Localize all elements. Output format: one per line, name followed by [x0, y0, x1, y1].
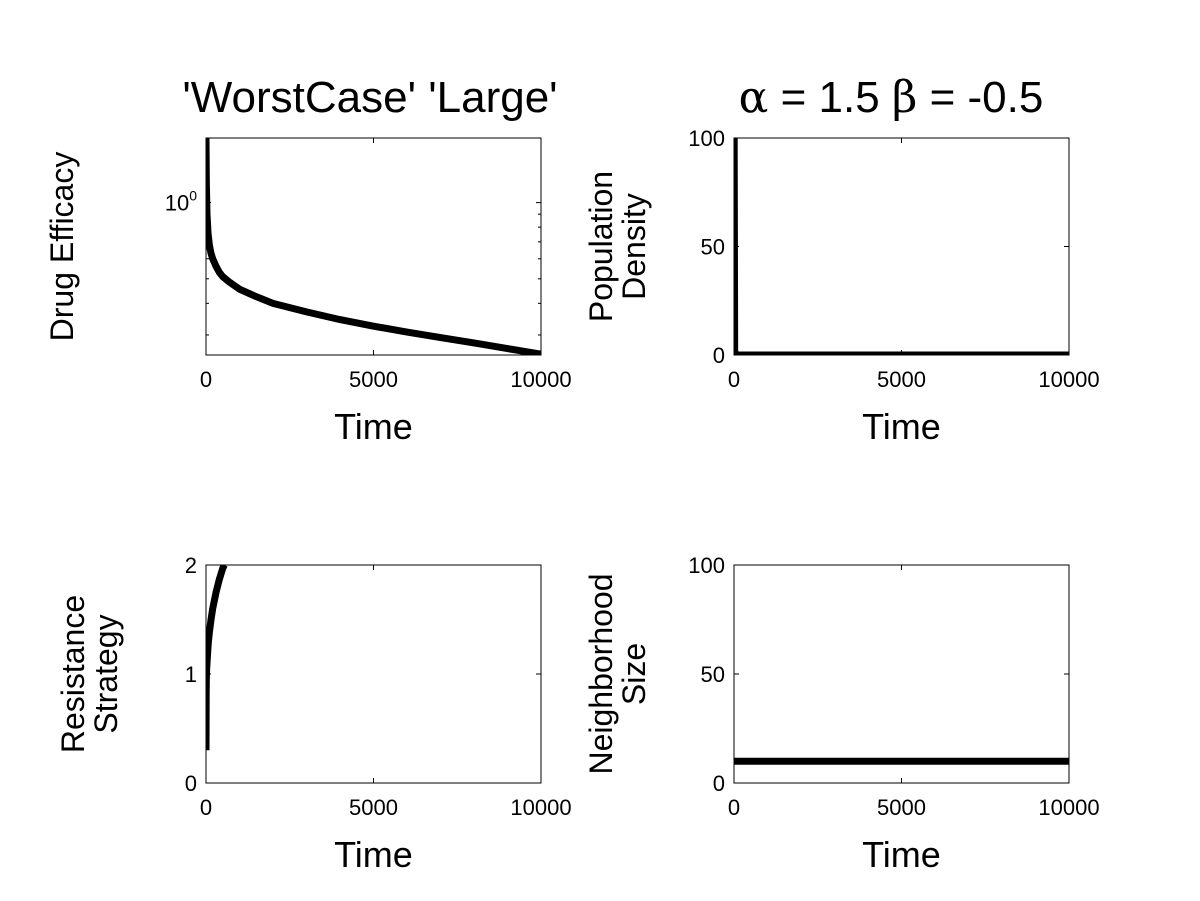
y-tick-label: 100	[165, 188, 197, 216]
y-axis-label: Density	[616, 193, 652, 300]
x-tick-label: 5000	[349, 367, 398, 392]
y-axis-label: Population	[583, 171, 619, 322]
y-axis-label: Neighborhood	[583, 573, 619, 774]
right-title: α = 1.5 β = -0.5	[739, 72, 1044, 123]
x-tick-label: 5000	[349, 795, 398, 820]
series-line-drug-efficacy	[206, 138, 541, 355]
x-tick-label: 10000	[1038, 795, 1099, 820]
y-tick-label: 50	[701, 235, 725, 260]
series-line-resistance-strategy	[206, 565, 228, 751]
beta-symbol: β	[892, 72, 917, 123]
x-axis-label: Time	[334, 406, 413, 447]
x-axis-label: Time	[862, 834, 941, 875]
x-axis-label: Time	[334, 834, 413, 875]
y-tick-label-exponent: 0	[189, 188, 197, 204]
y-tick-label: 100	[688, 126, 725, 151]
y-tick-label: 0	[713, 343, 725, 368]
y-axis-label: Strategy	[88, 614, 124, 733]
series-line-population-density	[734, 138, 1069, 355]
y-axis-label: Drug Efficacy	[44, 152, 80, 342]
beta-value: = -0.5	[917, 73, 1043, 122]
x-tick-label: 5000	[877, 795, 926, 820]
axes-frame	[733, 137, 1070, 356]
x-tick-label: 0	[200, 795, 212, 820]
x-tick-label: 10000	[1038, 367, 1099, 392]
y-tick-label-base: 10	[165, 191, 189, 216]
axes-frame	[205, 137, 542, 356]
axes-frame	[733, 564, 1070, 784]
x-tick-label: 0	[728, 795, 740, 820]
left-title: 'WorstCase' 'Large'	[182, 73, 557, 122]
x-tick-label: 0	[200, 367, 212, 392]
x-tick-label: 10000	[510, 367, 571, 392]
y-axis-label: Size	[616, 643, 652, 705]
x-tick-label: 5000	[877, 367, 926, 392]
y-tick-label: 0	[185, 771, 197, 796]
axes-frame	[205, 564, 542, 784]
y-tick-label: 0	[713, 771, 725, 796]
x-tick-label: 10000	[510, 795, 571, 820]
x-tick-label: 0	[728, 367, 740, 392]
y-axis-label: Resistance	[55, 595, 91, 753]
y-tick-label: 2	[185, 553, 197, 578]
x-axis-label: Time	[862, 406, 941, 447]
alpha-value: = 1.5	[768, 73, 892, 122]
y-tick-label: 100	[688, 553, 725, 578]
y-tick-label: 50	[701, 662, 725, 687]
alpha-symbol: α	[739, 72, 769, 123]
y-tick-label: 1	[185, 662, 197, 687]
